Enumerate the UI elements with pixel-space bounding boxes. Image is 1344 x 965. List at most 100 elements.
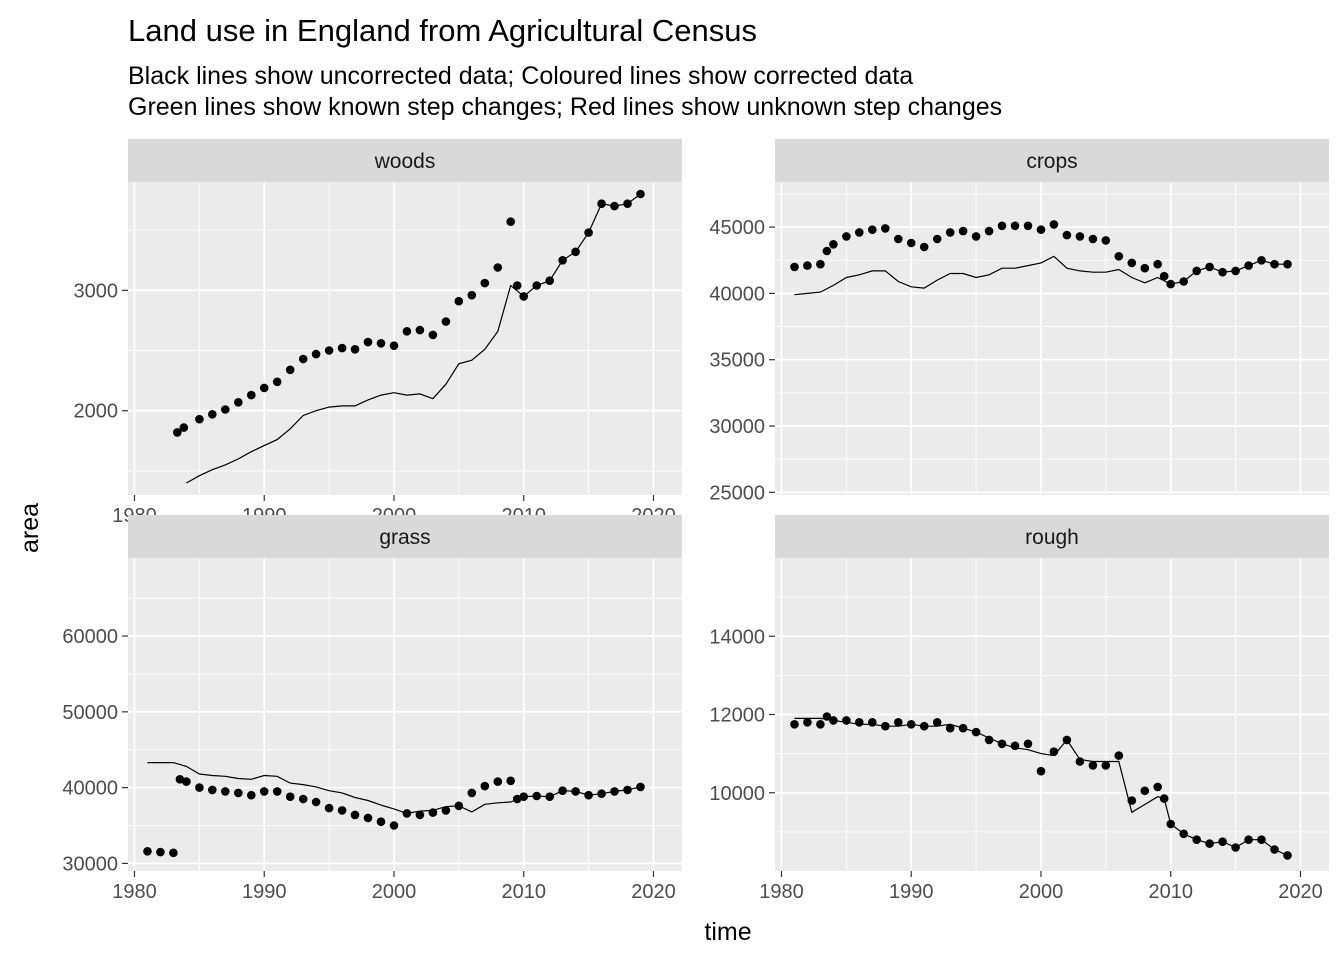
- data-point: [428, 330, 438, 340]
- data-point: [247, 390, 256, 400]
- data-point: [1140, 263, 1150, 273]
- data-point: [1036, 225, 1046, 234]
- data-point: [221, 787, 230, 796]
- data-point: [816, 720, 825, 729]
- data-point: [143, 847, 152, 856]
- facet-strip: [775, 515, 1329, 558]
- facet-strip: [128, 515, 682, 558]
- x-tick-label: 2020: [631, 881, 676, 903]
- x-tick-label: 1980: [759, 881, 804, 903]
- y-tick-label: 40000: [709, 283, 765, 305]
- data-point: [337, 806, 347, 815]
- series-line: [794, 255, 1288, 296]
- data-point: [389, 341, 399, 351]
- data-point: [855, 718, 864, 727]
- panel-marks: [173, 189, 645, 484]
- data-point: [169, 848, 178, 858]
- data-point: [350, 810, 360, 820]
- data-point: [337, 343, 347, 353]
- facet-strip-label: woods: [374, 150, 436, 173]
- panel-background: [775, 182, 1329, 495]
- data-point: [842, 716, 851, 725]
- data-point: [175, 775, 185, 784]
- y-tick-label: 35000: [709, 350, 765, 372]
- facets: woods 2000 3000 1980 1990 2000 2010 2020 crops 25…: [62, 139, 1329, 903]
- x-tick-label: 1980: [112, 881, 157, 903]
- data-point: [1049, 220, 1059, 229]
- data-point: [1010, 221, 1020, 231]
- data-point: [932, 718, 942, 727]
- data-point: [324, 346, 334, 355]
- x-tick-label: 2010: [1148, 881, 1193, 903]
- y-tick-label: 2000: [74, 401, 119, 423]
- data-point: [803, 718, 812, 727]
- data-point: [298, 354, 308, 364]
- data-point: [467, 788, 477, 798]
- y-tick-label: 30000: [709, 416, 765, 438]
- data-point: [441, 806, 451, 815]
- data-point: [932, 234, 942, 244]
- data-point: [894, 718, 903, 727]
- panel-marks: [143, 761, 645, 858]
- data-point: [363, 813, 373, 823]
- facet-strip: [775, 139, 1329, 182]
- chart-title: Land use in England from Agricultural Ce…: [128, 13, 757, 48]
- data-point: [234, 398, 243, 407]
- y-tick-label: 45000: [709, 217, 765, 239]
- y-tick-label: 10000: [709, 783, 765, 805]
- data-point: [221, 405, 230, 414]
- data-point: [182, 777, 191, 786]
- facet-strip-label: grass: [379, 526, 430, 549]
- series-line: [794, 717, 1288, 856]
- data-point: [480, 781, 490, 791]
- data-point: [467, 290, 477, 300]
- data-point: [389, 821, 399, 830]
- data-point: [402, 327, 412, 336]
- panel-marks: [790, 712, 1292, 860]
- data-point: [415, 325, 425, 335]
- data-point: [285, 365, 295, 375]
- data-point: [298, 794, 308, 804]
- data-point: [894, 234, 903, 244]
- facet-crops: crops 25000 30000 35000 40000 45000: [709, 139, 1329, 504]
- x-tick-label: 2000: [1019, 881, 1064, 903]
- data-point: [179, 423, 189, 432]
- panel-background: [128, 558, 682, 871]
- data-point: [512, 281, 522, 290]
- panel-grid: [128, 182, 682, 495]
- data-point: [1153, 259, 1162, 269]
- data-point: [350, 345, 360, 354]
- series-line: [186, 193, 641, 484]
- data-point: [234, 788, 243, 798]
- data-point: [1075, 232, 1085, 241]
- data-point: [1036, 766, 1046, 776]
- facet-strip: [128, 139, 682, 182]
- data-point: [493, 263, 503, 272]
- data-point: [259, 383, 269, 393]
- data-point: [1088, 761, 1098, 770]
- x-axis-title: time: [704, 918, 751, 946]
- data-point: [816, 259, 825, 269]
- data-point: [156, 847, 165, 857]
- data-point: [881, 224, 890, 233]
- data-point: [376, 339, 386, 348]
- data-point: [790, 720, 799, 729]
- panel-grid: [128, 558, 682, 871]
- data-point: [1023, 221, 1033, 231]
- x-tick-label: 1990: [889, 881, 934, 903]
- data-point: [1088, 234, 1098, 244]
- data-point: [376, 817, 386, 826]
- y-tick-label: 50000: [62, 702, 118, 724]
- data-point: [822, 246, 832, 256]
- panel-grid: [775, 182, 1329, 495]
- panel-marks: [790, 220, 1292, 296]
- data-point: [842, 232, 851, 241]
- data-point: [208, 410, 217, 419]
- data-point: [311, 349, 321, 359]
- data-point: [506, 217, 515, 226]
- data-point: [195, 414, 204, 424]
- y-tick-label: 40000: [62, 778, 118, 800]
- data-point: [971, 232, 981, 241]
- data-point: [997, 221, 1007, 231]
